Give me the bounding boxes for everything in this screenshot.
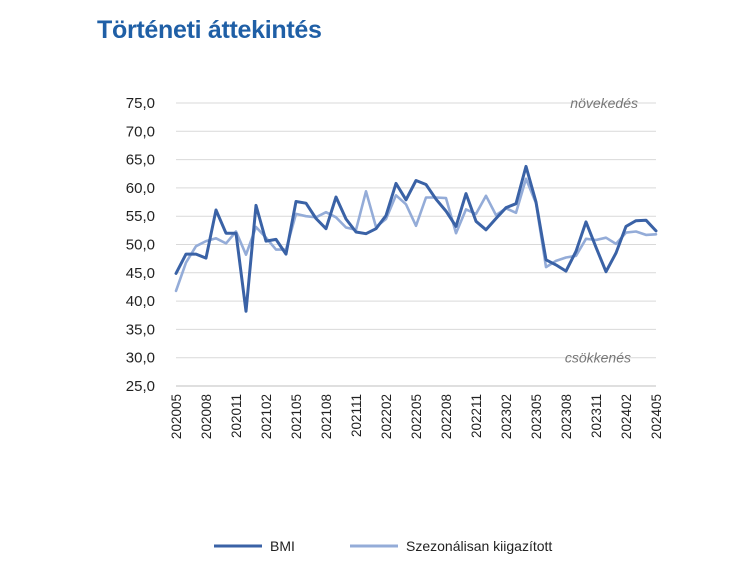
x-tick-label: 202405 xyxy=(649,394,664,439)
legend-seasonally-adjusted-label: Szezonálisan kiigazított xyxy=(406,538,552,554)
x-tick-label: 202105 xyxy=(289,394,304,439)
y-tick-label: 65,0 xyxy=(126,152,155,169)
y-tick-label: 60,0 xyxy=(126,180,155,197)
x-tick-label: 202302 xyxy=(499,394,514,439)
x-tick-label: 202208 xyxy=(439,394,454,439)
x-tick-label: 202005 xyxy=(169,394,184,439)
y-tick-label: 55,0 xyxy=(126,208,155,225)
chart-title: Történeti áttekintés xyxy=(97,16,322,44)
x-tick-label: 202008 xyxy=(199,394,214,439)
y-tick-label: 25,0 xyxy=(126,378,155,395)
x-tick-label: 202402 xyxy=(619,394,634,439)
x-tick-label: 202102 xyxy=(259,394,274,439)
series-line-seasonally-adjusted xyxy=(174,177,658,293)
annotation-bottom: csökkenés xyxy=(565,350,631,366)
x-tick-label: 202305 xyxy=(529,394,544,439)
legend-bmi-label: BMI xyxy=(270,538,295,554)
y-tick-label: 50,0 xyxy=(126,237,155,254)
x-tick-label: 202308 xyxy=(559,394,574,439)
x-tick-label: 202011 xyxy=(229,394,244,438)
y-tick-label: 70,0 xyxy=(126,123,155,140)
y-tick-label: 45,0 xyxy=(126,265,155,282)
y-tick-label: 40,0 xyxy=(126,293,155,310)
x-tick-label: 202205 xyxy=(409,394,424,439)
series-line-bmi xyxy=(174,164,658,313)
x-tick-label: 202108 xyxy=(319,394,334,439)
x-tick-label: 202111 xyxy=(349,394,364,437)
y-tick-label: 35,0 xyxy=(126,321,155,338)
x-tick-label: 202202 xyxy=(379,394,394,439)
y-tick-label: 30,0 xyxy=(126,350,155,367)
x-tick-label: 202311 xyxy=(589,394,604,438)
y-tick-label: 75,0 xyxy=(126,95,155,112)
x-tick-label: 202211 xyxy=(469,394,484,438)
annotation-top: növekedés xyxy=(570,95,638,111)
